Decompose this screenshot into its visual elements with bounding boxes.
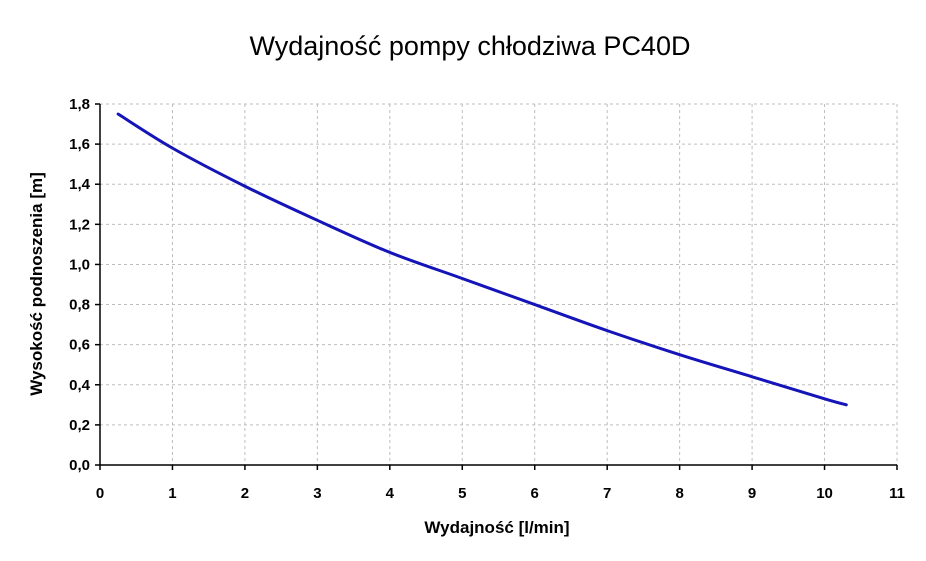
y-tick-label: 1,0 [69, 256, 90, 273]
x-tick-label: 0 [96, 485, 104, 502]
x-tick-label: 4 [386, 485, 395, 502]
x-tick-label: 3 [313, 485, 321, 502]
y-tick-label: 0,0 [69, 457, 90, 474]
y-tick-label: 1,6 [69, 136, 90, 153]
x-tick-label: 9 [748, 485, 756, 502]
x-tick-label: 10 [816, 485, 833, 502]
y-tick-label: 1,8 [69, 96, 90, 113]
y-axis-label: Wysokość podnoszenia [m] [27, 172, 46, 396]
x-tick-label: 6 [531, 485, 539, 502]
series-line [116, 112, 848, 407]
y-tick-label: 1,4 [69, 176, 91, 193]
x-tick-label: 2 [241, 485, 249, 502]
y-tick-label: 0,4 [69, 377, 91, 394]
series-layer [116, 112, 848, 407]
grid-lines [100, 103, 898, 465]
x-tick-label: 11 [889, 485, 905, 502]
y-tick-labels: 0,0 0,2 0,4 0,6 0,8 1,0 1,2 1,4 1,6 1,8 [69, 96, 91, 474]
axes [95, 103, 898, 470]
x-tick-label: 5 [458, 485, 466, 502]
x-tick-labels: 0 1 2 3 4 5 6 7 8 9 10 11 [96, 485, 905, 502]
x-tick-label: 8 [675, 485, 683, 502]
y-tick-label: 0,2 [69, 417, 90, 434]
y-tick-label: 0,8 [69, 297, 90, 314]
x-tick-label: 7 [603, 485, 611, 502]
x-axis-label: Wydajność [l/min] [424, 518, 569, 537]
x-tick-label: 1 [168, 485, 176, 502]
chart-title: Wydajność pompy chłodziwa PC40D [250, 31, 691, 61]
y-tick-label: 0,6 [69, 337, 90, 354]
y-tick-label: 1,2 [69, 216, 90, 233]
